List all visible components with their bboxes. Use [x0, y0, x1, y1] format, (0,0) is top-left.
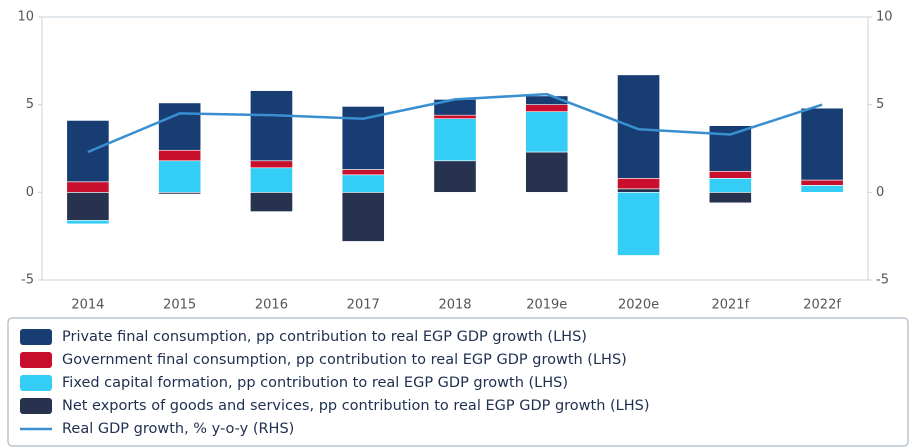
x-tick-label: 2021f — [711, 298, 749, 313]
legend-label: Net exports of goods and services, pp co… — [62, 398, 650, 414]
x-tick-label: 2016 — [255, 298, 288, 313]
bar-segment — [66, 220, 110, 225]
bar-segment — [66, 192, 110, 221]
x-tick-label: 2015 — [163, 298, 196, 313]
bar-segment — [158, 160, 202, 193]
bar-segment — [433, 114, 477, 119]
bar-segment — [525, 151, 569, 193]
bar-segment — [617, 178, 660, 190]
x-tick-label: 2018 — [438, 298, 471, 313]
bar-segment — [158, 149, 202, 162]
legend-swatch — [20, 398, 52, 414]
bar-segment — [617, 74, 660, 179]
bar-segment — [250, 90, 293, 162]
bar-segment — [617, 188, 660, 193]
y-tick-label: -5 — [21, 273, 34, 288]
bar-segment — [525, 111, 569, 153]
x-tick-label: 2019e — [526, 298, 567, 313]
bar-segment — [433, 118, 477, 162]
bar-segment — [708, 192, 752, 204]
bar-segment — [250, 192, 293, 212]
y-tick-label: 0 — [26, 185, 34, 200]
bar-segment — [525, 104, 569, 112]
bar-segment — [341, 169, 385, 176]
y2-tick-label: 0 — [876, 185, 884, 200]
legend-label: Private final consumption, pp contributi… — [62, 329, 587, 345]
legend-label: Government final consumption, pp contrib… — [62, 352, 627, 368]
line-series — [87, 92, 823, 154]
bar-segment — [800, 185, 844, 193]
bar-segment — [433, 160, 477, 193]
x-tick-label: 2014 — [71, 298, 104, 313]
plot-frame — [41, 16, 869, 281]
legend-swatch — [20, 352, 52, 368]
bar-segment — [250, 160, 293, 169]
legend-swatch — [20, 375, 52, 391]
bar-segment — [158, 102, 202, 151]
y2-tick-label: 10 — [876, 10, 893, 25]
x-tick-label: 2020e — [618, 298, 659, 313]
bar-segment — [617, 192, 660, 256]
bar-segment — [525, 95, 569, 105]
bar-segment — [708, 170, 752, 179]
bar-segment — [800, 179, 844, 186]
bar-segment — [66, 181, 110, 193]
y2-tick-label: 5 — [876, 97, 884, 112]
legend-swatch — [20, 329, 52, 345]
bar-segment — [800, 107, 844, 181]
legend-box — [7, 317, 909, 447]
x-tick-label: 2022f — [803, 298, 841, 313]
y-tick-label: 5 — [26, 97, 34, 112]
y2-tick-label: -5 — [876, 273, 889, 288]
x-tick-label: 2017 — [347, 298, 380, 313]
legend-label: Fixed capital formation, pp contribution… — [62, 375, 568, 391]
y-tick-label: 10 — [17, 10, 34, 25]
legend-label: Real GDP growth, % y-o-y (RHS) — [62, 421, 294, 437]
bar-segment — [341, 174, 385, 193]
bar-segment — [250, 167, 293, 193]
bar-segment — [708, 178, 752, 193]
bar-segment — [341, 192, 385, 242]
